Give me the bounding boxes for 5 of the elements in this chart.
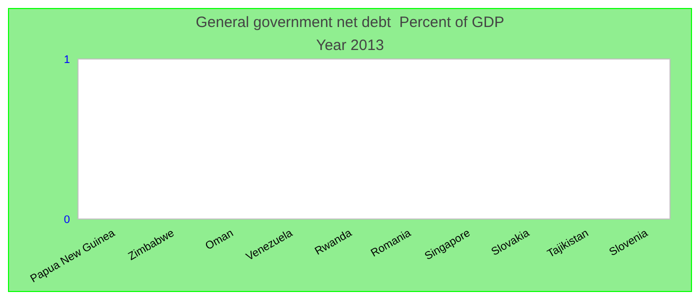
chart-title: General government net debt Percent of GDP	[196, 14, 504, 31]
chart-subtitle: Year 2013	[316, 37, 384, 54]
x-tick-label: Oman	[204, 227, 236, 253]
y-tick-label: 0	[64, 214, 70, 226]
y-tick-label: 1	[64, 54, 70, 66]
